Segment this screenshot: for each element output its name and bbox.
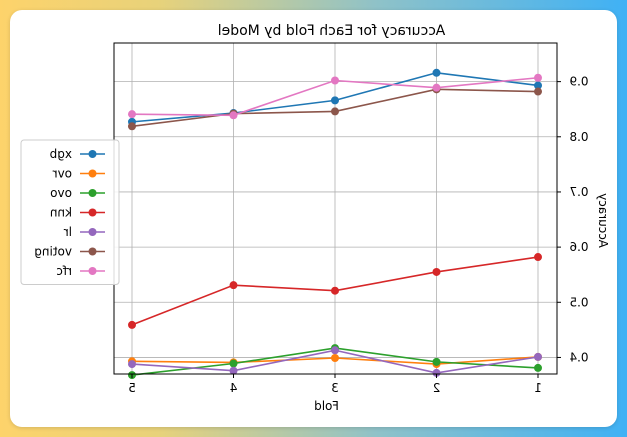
point-voting-fold-5 (128, 122, 136, 131)
series-lines (128, 68, 542, 380)
point-voting-fold-1 (534, 87, 542, 96)
legend: xgb ovr ovo knn lr voting rfc (20, 139, 120, 285)
legend-marker-knn (88, 208, 97, 217)
x-tick-label-1: 1 (534, 381, 542, 395)
legend-label-rfc: rfc (56, 264, 72, 278)
chart-canvas: 1 2 3 4 5 0.4 0.5 0.6 0.7 0.8 0.9 Accuracy for Each… (20, 23, 610, 413)
legend-label-xgb: xgb (50, 147, 72, 161)
x-axis-label: Fold (314, 399, 339, 413)
y-tick-label-0.7: 0.7 (569, 185, 588, 199)
point-lr-fold-3 (331, 346, 339, 355)
chart-frame: 1 2 3 4 5 0.4 0.5 0.6 0.7 0.8 0.9 Accuracy for Each… (10, 10, 617, 427)
y-tick-label-0.8: 0.8 (569, 130, 588, 144)
point-rfc-fold-2 (432, 83, 441, 92)
point-xgb-fold-2 (432, 68, 441, 77)
x-tick-label-3: 3 (331, 381, 339, 395)
point-xgb-fold-1 (534, 81, 542, 90)
y-tick-label-0.4: 0.4 (569, 350, 588, 364)
point-lr-fold-2 (432, 368, 441, 377)
point-ovr-fold-3 (331, 354, 339, 363)
point-rfc-fold-5 (128, 110, 136, 119)
point-xgb-fold-3 (331, 96, 339, 105)
legend-marker-lr (88, 228, 97, 236)
legend-label-ovo: ovo (50, 186, 72, 200)
y-tick-label-0.9: 0.9 (569, 75, 588, 89)
point-lr-fold-4 (229, 366, 238, 375)
point-knn-fold-2 (432, 267, 441, 276)
y-tick-label-0.6: 0.6 (569, 240, 588, 254)
point-ovo-fold-2 (432, 357, 441, 366)
legend-label-ovr: ovr (53, 167, 72, 181)
x-tick-label-5: 5 (128, 381, 136, 395)
point-rfc-fold-1 (534, 73, 542, 82)
point-lr-fold-5 (128, 360, 136, 369)
legend-label-voting: voting (34, 245, 72, 259)
text-layer: 1 2 3 4 5 0.4 0.5 0.6 0.7 0.8 0.9 Accuracy for Each… (128, 23, 610, 413)
legend-marker-ovo (88, 189, 97, 197)
point-knn-fold-3 (331, 286, 339, 295)
point-knn-fold-1 (534, 253, 542, 262)
y-axis-label: Accuracy (596, 193, 610, 248)
x-tick-label-4: 4 (230, 381, 238, 395)
point-ovo-fold-1 (534, 363, 542, 372)
x-tick-label-2: 2 (433, 381, 441, 395)
point-ovo-fold-4 (229, 359, 238, 368)
plot-frame (113, 42, 558, 375)
axes-layer (113, 42, 561, 378)
point-rfc-fold-4 (229, 111, 238, 120)
legend-marker-rfc (88, 267, 97, 275)
chart-title: Accuracy for Each Fold by Model (218, 23, 446, 39)
grid-layer (114, 43, 557, 374)
point-voting-fold-3 (331, 107, 339, 116)
point-lr-fold-1 (534, 352, 542, 361)
legend-marker-voting (88, 247, 97, 256)
point-knn-fold-4 (229, 281, 238, 290)
legend-marker-xgb (88, 150, 97, 158)
point-rfc-fold-3 (331, 76, 339, 85)
legend-label-knn: knn (50, 206, 72, 220)
legend-marker-ovr (88, 169, 97, 178)
legend-label-lr: lr (64, 225, 72, 239)
y-tick-label-0.5: 0.5 (569, 295, 588, 309)
point-knn-fold-5 (128, 320, 136, 329)
